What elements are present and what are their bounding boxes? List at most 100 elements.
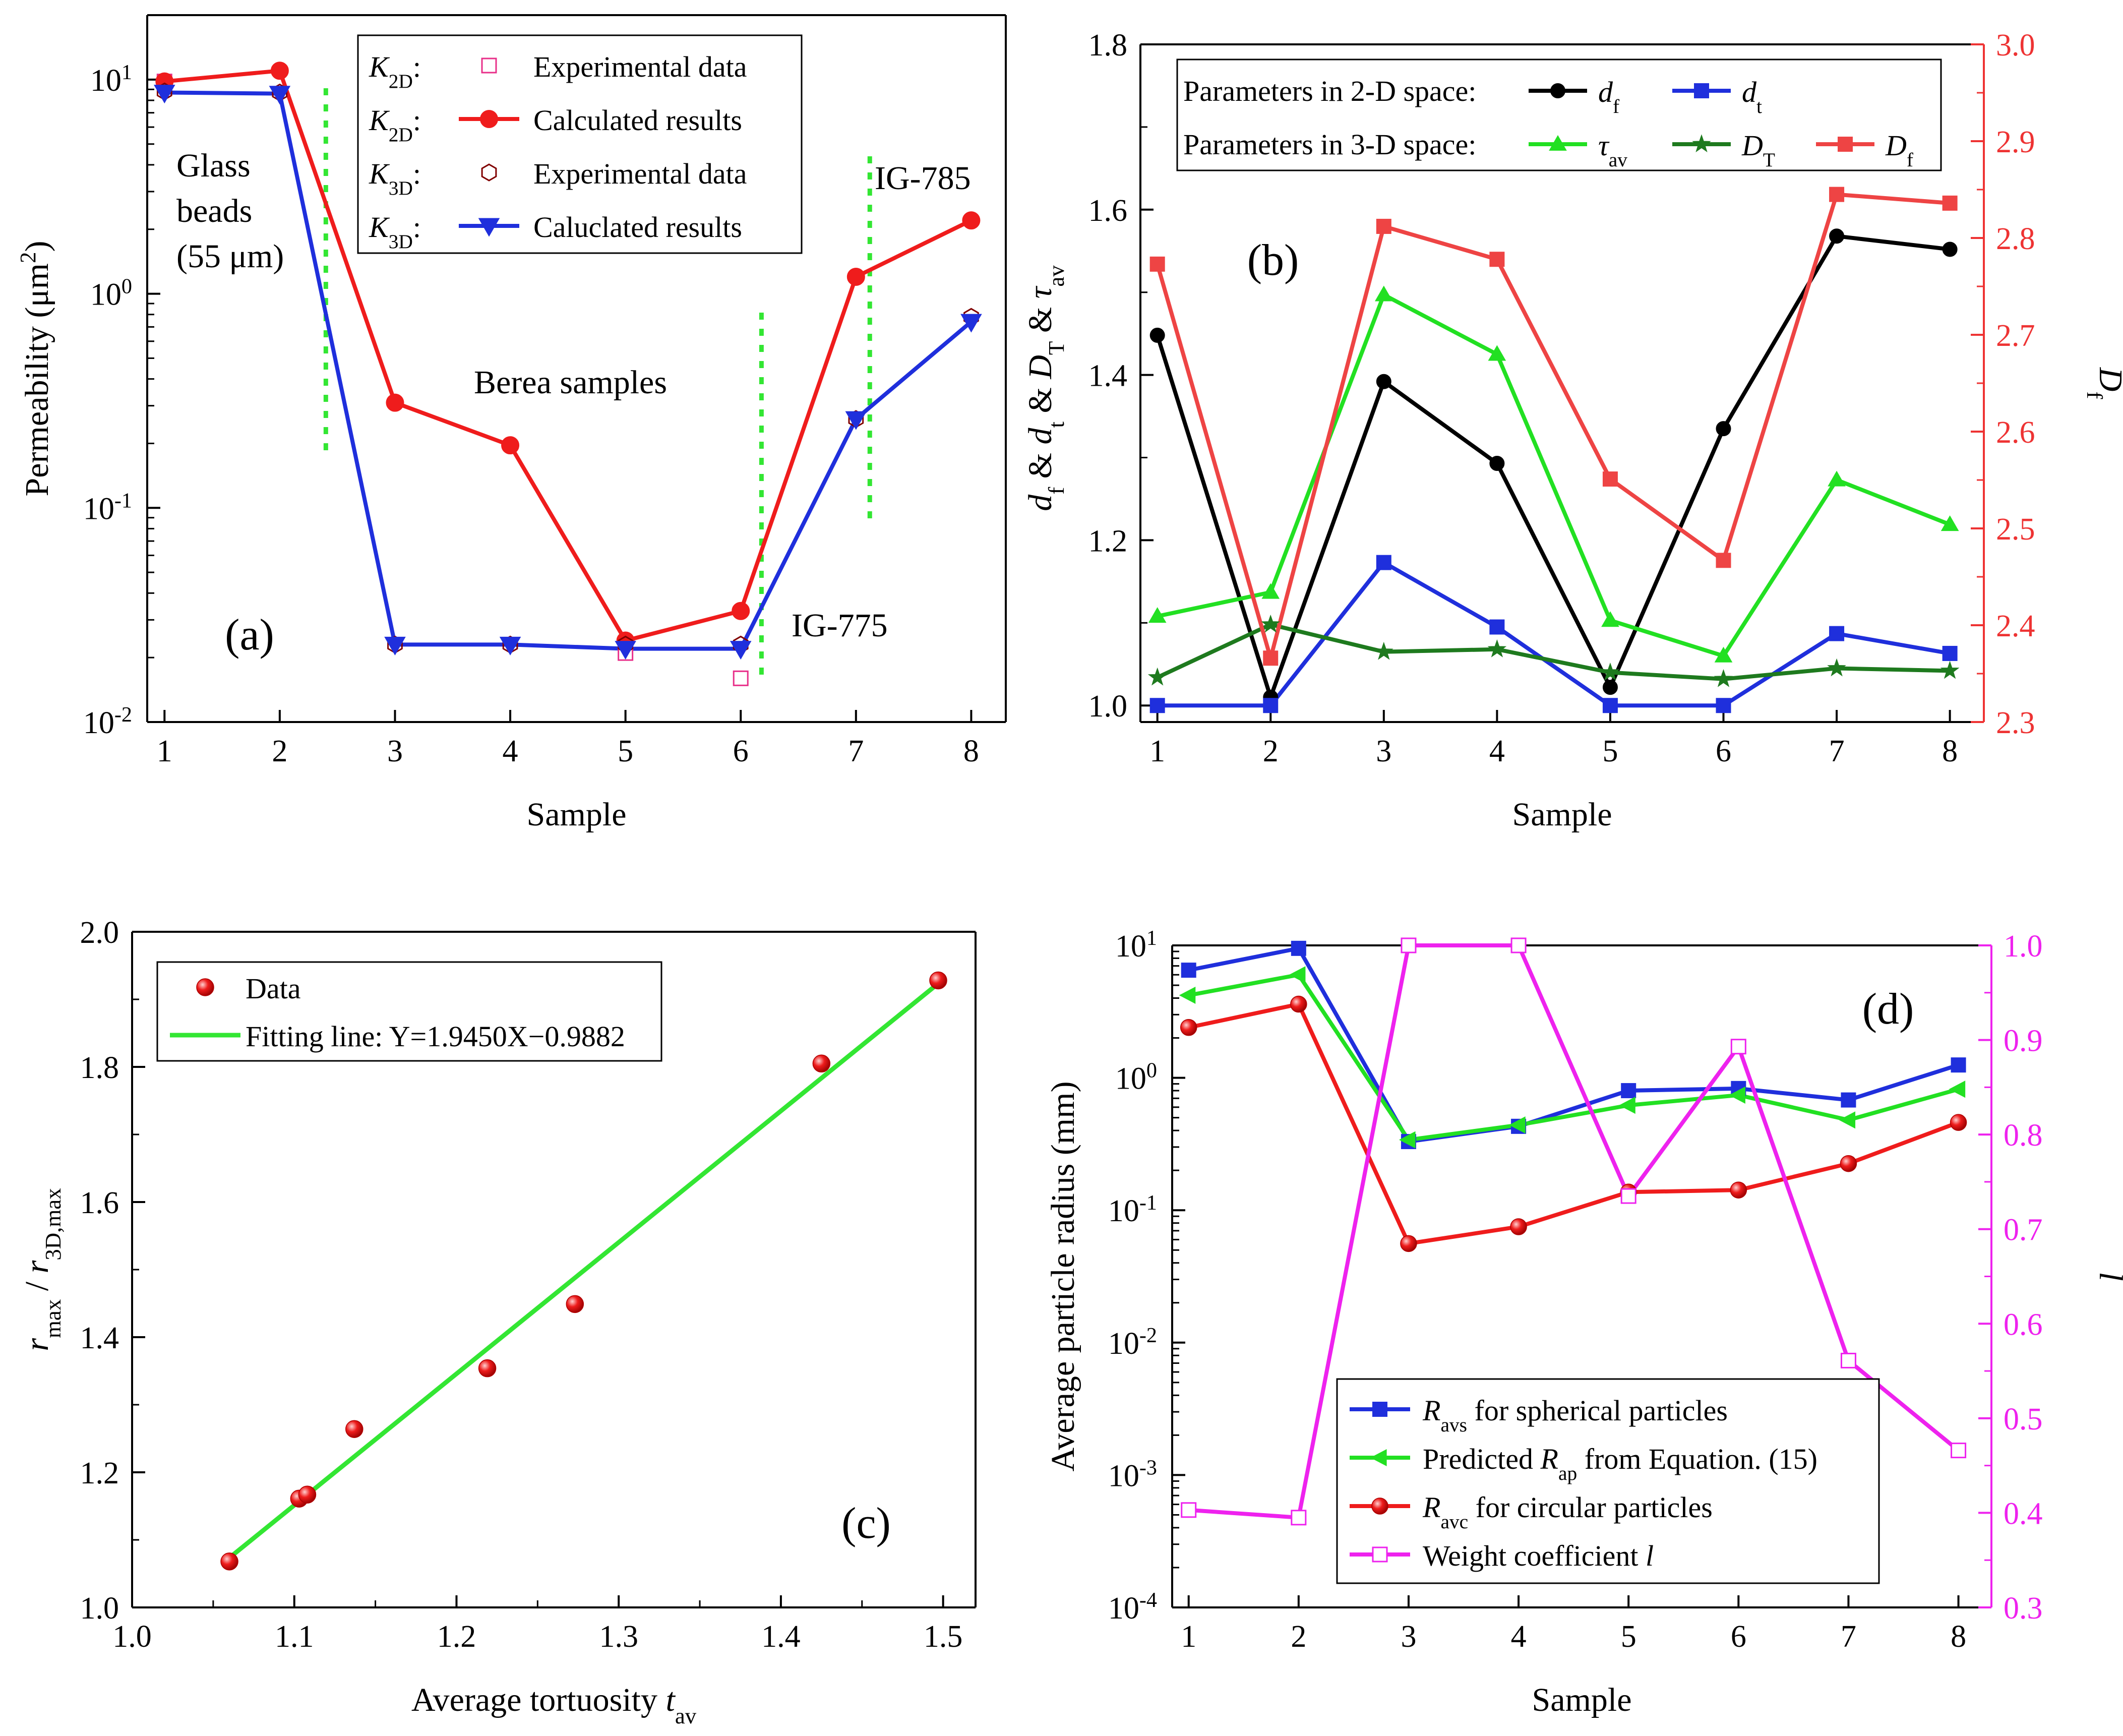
label-part: 10 xyxy=(90,64,122,98)
data-point xyxy=(1942,195,1958,211)
y-axis-label: rmax / r3D,max xyxy=(19,1188,66,1351)
data-point xyxy=(1487,639,1507,657)
data-point xyxy=(1181,963,1196,978)
legend-marker xyxy=(1371,1498,1388,1515)
data-point xyxy=(1951,1057,1966,1073)
data-point xyxy=(1942,645,1958,661)
y-axis-label: df & dt & DT & τav xyxy=(1022,265,1069,511)
data-point xyxy=(1602,471,1618,487)
data-point xyxy=(1509,1116,1526,1134)
annotation-glass: Glass xyxy=(176,147,251,184)
y2-tick-label: 3.0 xyxy=(1996,28,2035,63)
data-point xyxy=(812,1054,831,1073)
label-part: R xyxy=(1422,1491,1440,1524)
x-tick-label: 8 xyxy=(963,734,979,768)
data-point xyxy=(1399,1131,1416,1149)
y-axis-label: Average particle radius (mm) xyxy=(1045,1082,1081,1472)
label-part: 1 xyxy=(122,60,132,84)
label-part: f xyxy=(1613,95,1620,117)
annotation-ig775: IG-775 xyxy=(792,607,888,644)
label-part: 0 xyxy=(1146,1058,1157,1082)
x-tick-label: 2 xyxy=(1263,734,1279,768)
legend-text: τav xyxy=(1598,129,1627,171)
label-part: τ xyxy=(1598,129,1610,162)
data-point xyxy=(478,1359,497,1378)
panel-label: (d) xyxy=(1862,985,1914,1034)
y2-tick-label: 0.8 xyxy=(2004,1118,2043,1153)
y-tick-label: 10-1 xyxy=(1108,1191,1157,1229)
panel-c: 1.0 1.1 1.2 1.3 1.4 1.5 1.0 1.2 1.4 1.6 1.8 2.0 Aver… xyxy=(19,916,977,1728)
label-part: D xyxy=(2092,367,2123,392)
x-tick-label: 1 xyxy=(1181,1620,1196,1654)
y-tick-label: 1.6 xyxy=(80,1186,119,1220)
label-part: from Equation. (15) xyxy=(1577,1443,1817,1475)
y-tick-label: 1.2 xyxy=(1088,524,1128,558)
label-part: : xyxy=(413,104,421,137)
data-point xyxy=(1376,374,1391,389)
label-part: 10 xyxy=(1108,1327,1139,1361)
label-part: for circular particles xyxy=(1468,1491,1713,1524)
data-point xyxy=(1291,940,1306,956)
x-tick-label: 2 xyxy=(1291,1620,1306,1654)
legend-marker xyxy=(1372,1402,1387,1417)
label-part: f xyxy=(2082,391,2107,399)
data-point xyxy=(1290,995,1307,1013)
data-point xyxy=(1289,966,1306,984)
data-point xyxy=(1942,242,1958,257)
label-part: d xyxy=(1742,76,1757,108)
label-part: t xyxy=(1044,421,1069,428)
data-point xyxy=(1841,1092,1856,1108)
label-part: max xyxy=(40,1299,66,1338)
data-point xyxy=(962,211,981,230)
x-tick-label: 1.2 xyxy=(437,1620,476,1654)
legend-marker xyxy=(480,110,498,128)
panel-label: (c) xyxy=(841,1499,891,1548)
label-part: Weight coefficient xyxy=(1423,1539,1646,1572)
data-point xyxy=(1827,658,1846,677)
x-tick-label: 4 xyxy=(1489,734,1505,768)
x-tick-label: 4 xyxy=(503,734,518,768)
annotation-berea: Berea samples xyxy=(474,364,667,401)
panel-label: (b) xyxy=(1247,236,1299,285)
y2-tick-label: 0.6 xyxy=(2004,1307,2043,1342)
data-point xyxy=(1716,421,1731,437)
data-point xyxy=(270,62,289,80)
label-part: Average tortuosity xyxy=(411,1682,666,1718)
y-tick-label: 100 xyxy=(90,274,132,312)
data-point xyxy=(1621,1083,1636,1099)
data-point xyxy=(1181,1502,1197,1518)
label-part: 2D xyxy=(389,70,413,92)
legend-marker xyxy=(196,978,214,996)
y-tick-label: 1.8 xyxy=(80,1051,119,1085)
label-part: K xyxy=(369,157,390,190)
legend-box xyxy=(1336,1378,1880,1584)
data-point xyxy=(1714,646,1733,663)
label-part: T xyxy=(1763,149,1775,171)
label-part: ap xyxy=(1558,1462,1577,1484)
legend-text: dt xyxy=(1742,76,1762,117)
legend-row2-title: Parameters in 3-D space: xyxy=(1183,128,1476,161)
data-point xyxy=(1602,680,1618,695)
data-point xyxy=(1489,455,1505,471)
label-part: : xyxy=(413,211,421,244)
label-part: 2D xyxy=(389,124,413,146)
label-part: f xyxy=(1044,487,1069,495)
y2-tick-label: 2.8 xyxy=(1996,222,2035,256)
y2-tick-label: 2.7 xyxy=(1996,319,2035,353)
data-point xyxy=(1828,470,1846,487)
series-line xyxy=(1157,560,1951,708)
annotation-beads: beads xyxy=(176,193,252,229)
y2-tick-label: 0.7 xyxy=(2004,1213,2043,1247)
x-tick-label: 8 xyxy=(1951,1620,1966,1654)
data-point xyxy=(960,314,982,333)
label-part: 3D xyxy=(389,230,413,253)
x-tick-label: 1.0 xyxy=(112,1620,152,1654)
x-tick-label: 7 xyxy=(1841,1620,1856,1654)
x-axis-label: Sample xyxy=(1512,796,1612,833)
x-tick-label: 1 xyxy=(157,734,172,768)
label-part: 3D,max xyxy=(40,1188,66,1260)
data-point xyxy=(1829,228,1845,244)
y-tick-label: 1.8 xyxy=(1088,28,1128,63)
series-line xyxy=(1157,291,1951,659)
